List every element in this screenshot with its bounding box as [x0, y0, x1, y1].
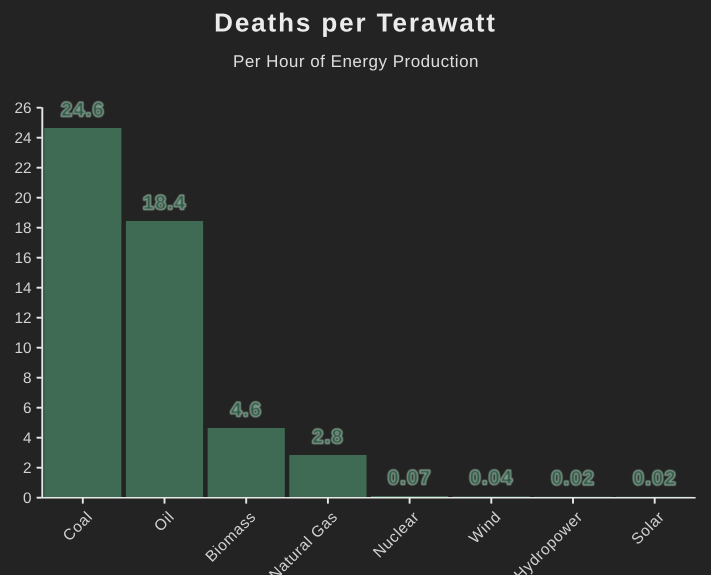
svg-text:4.6: 4.6 — [231, 399, 263, 421]
svg-text:16: 16 — [14, 250, 31, 267]
svg-text:2.8: 2.8 — [312, 426, 344, 448]
svg-text:4: 4 — [23, 430, 32, 447]
svg-text:22: 22 — [14, 160, 31, 177]
svg-text:20: 20 — [14, 190, 31, 207]
svg-text:0.02: 0.02 — [551, 468, 595, 490]
svg-text:24.6: 24.6 — [61, 99, 105, 121]
svg-text:12: 12 — [14, 310, 31, 327]
svg-text:26: 26 — [14, 100, 31, 117]
svg-text:18.4: 18.4 — [143, 192, 187, 214]
svg-text:10: 10 — [14, 340, 31, 357]
svg-text:Deaths per Terawatt: Deaths per Terawatt — [214, 8, 497, 38]
svg-text:24: 24 — [14, 130, 32, 147]
svg-text:2: 2 — [23, 460, 32, 477]
svg-text:Per Hour of Energy Production: Per Hour of Energy Production — [233, 52, 479, 71]
svg-text:14: 14 — [14, 280, 32, 297]
svg-text:18: 18 — [14, 220, 31, 237]
svg-text:0.04: 0.04 — [470, 467, 514, 489]
svg-text:0.02: 0.02 — [633, 468, 677, 490]
svg-text:0: 0 — [23, 490, 32, 507]
svg-text:6: 6 — [23, 400, 32, 417]
svg-text:0.07: 0.07 — [388, 467, 432, 489]
svg-text:8: 8 — [23, 370, 32, 387]
